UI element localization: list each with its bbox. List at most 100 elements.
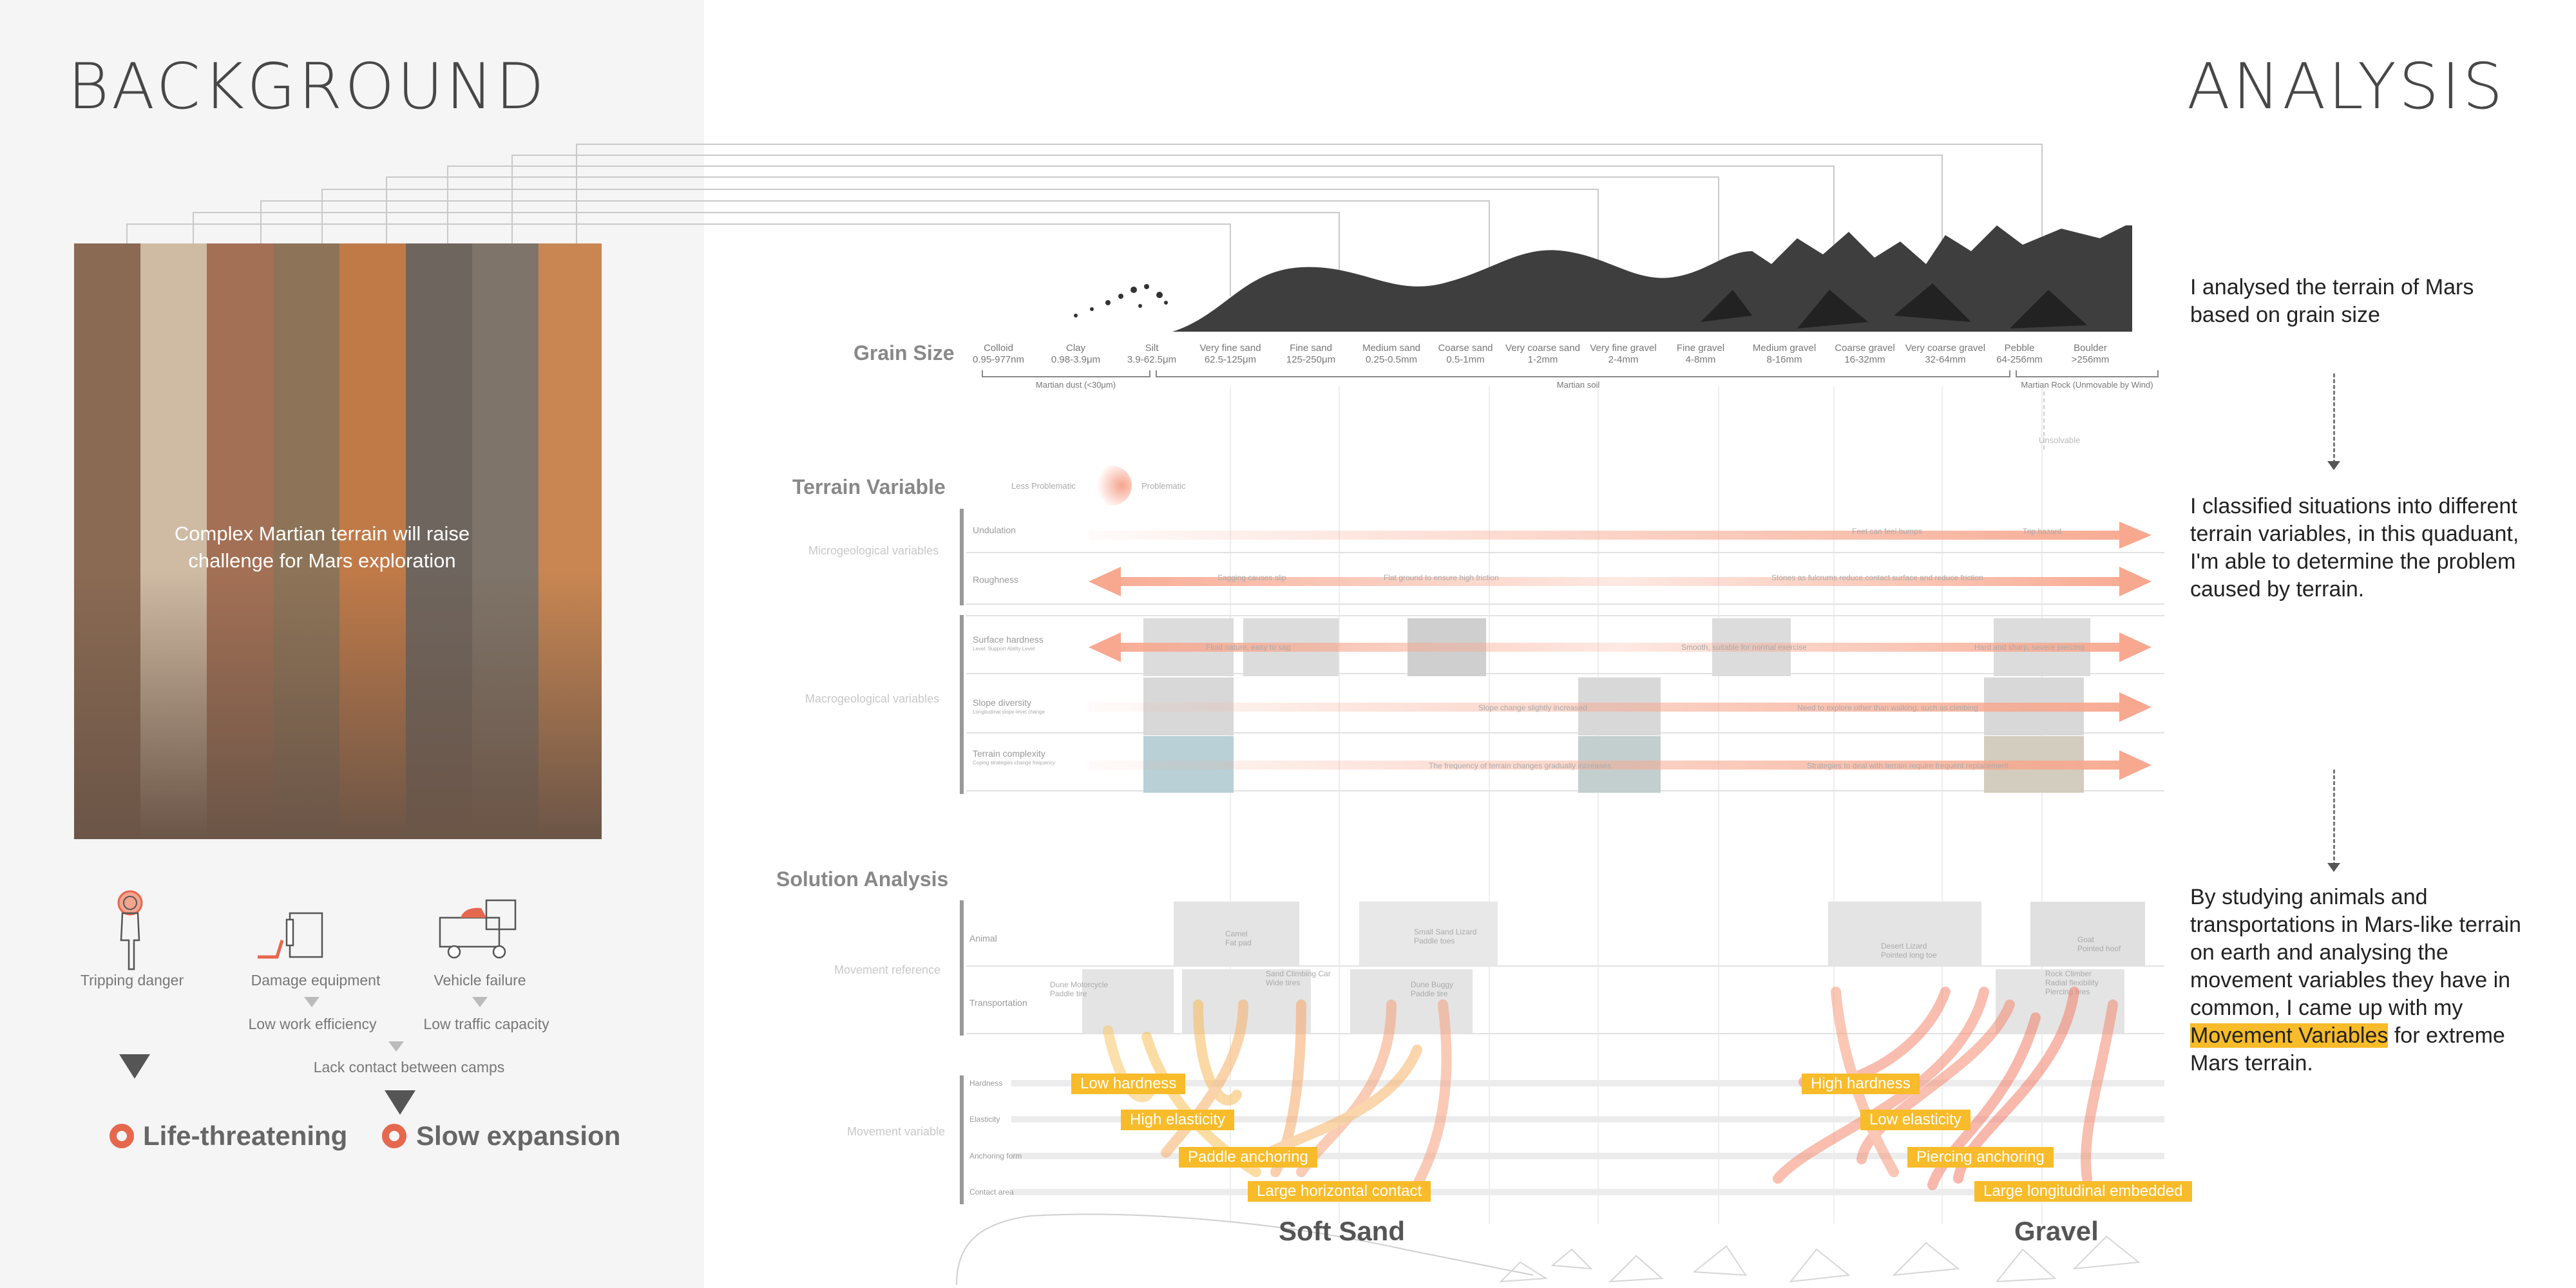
terrain-arrows — [1089, 522, 2151, 780]
dune-motorcycle-thumbnail — [1082, 969, 1174, 1034]
variable-row-label: Elasticity — [969, 1115, 1000, 1124]
grain-class: Boulder >256mm — [2071, 343, 2110, 365]
problem-label: Damage equipment — [251, 972, 381, 989]
terrain-strip — [207, 243, 274, 839]
terrain-row-sublabel: Longitudinal slope-level change — [973, 709, 1045, 715]
terrain-note: Smooth, suitable for normal exercise — [1681, 643, 1807, 652]
terrain-row-label: Roughness — [973, 574, 1018, 585]
macro-axis-bar — [960, 615, 964, 794]
grain-size-title: Grain Size — [854, 341, 955, 365]
micro-axis-bar — [960, 509, 964, 605]
unsolvable-label: Unsolvable — [2039, 435, 2081, 445]
down-arrow-icon — [385, 1090, 415, 1115]
terrain-strip — [273, 243, 340, 839]
solution-note: By studying animals and transportations … — [2190, 884, 2525, 1077]
down-arrow-icon — [2327, 461, 2340, 470]
reference-label: Goat Pointed hoof — [2077, 935, 2121, 953]
down-arrow-icon — [472, 997, 488, 1007]
soft-sand-label: Large horizontal contact — [1248, 1181, 1431, 1202]
equipment-icon — [258, 912, 323, 959]
movement-variables-highlight: Movement Variables — [2190, 1023, 2389, 1048]
terrain-note: Fluid nature, easy to sag — [1206, 643, 1291, 652]
flow-dashed-line — [2333, 770, 2335, 866]
grain-class: Coarse gravel 16-32mm — [1835, 343, 1895, 365]
terrain-row-label: Terrain complexity — [973, 748, 1045, 759]
legend-less-label: Less Problematic — [1011, 481, 1076, 491]
grain-class: Medium gravel 8-16mm — [1752, 343, 1817, 365]
unsolvable-divider — [2043, 392, 2045, 450]
grain-group-label: Martian soil — [1556, 380, 1600, 390]
gravel-title: Gravel — [2014, 1216, 2099, 1246]
terrain-note: Trip hazard — [2023, 527, 2062, 536]
grain-group-label: Martian dust (<30μm) — [1035, 380, 1116, 390]
soft-sand-title: Soft Sand — [1279, 1216, 1405, 1246]
terrain-caption: Complex Martian terrain will raise chall… — [174, 522, 470, 572]
grain-class: Fine gravel 4-8mm — [1676, 343, 1725, 365]
grain-class: Pebble 64-256mm — [1996, 343, 2043, 365]
grain-class: Coarse sand 0.5-1mm — [1438, 343, 1493, 365]
undulation-arrow — [1089, 522, 2151, 549]
complexity-arrow — [1089, 750, 2151, 780]
terrain-note: Sagging causes slip — [1217, 573, 1286, 582]
grain-class: Fine sand 125-250μm — [1286, 343, 1336, 365]
reference-label: Dune Motorcycle Paddle tire — [1050, 980, 1109, 998]
combined-effect-label: Lack contact between camps — [313, 1059, 505, 1075]
reference-label: Rock Climber Radial flexibility Piercing… — [2045, 969, 2099, 996]
outcome-label: Slow expansion — [416, 1121, 621, 1151]
grain-note: I analysed the terrain of Mars based on … — [2190, 275, 2474, 327]
variable-axis-bar — [960, 1075, 964, 1204]
terrain-strip — [140, 243, 207, 839]
terrain-note: Need to explore other than walking, such… — [1797, 703, 1978, 712]
grain-class: Medium sand 0.25-0.5mm — [1362, 343, 1421, 365]
background-title: BACKGROUND — [68, 50, 547, 124]
reference-label: Desert Lizard Pointed long toe — [1881, 942, 1937, 960]
terrain-strip — [539, 243, 602, 839]
grain-group-label: Martian Rock (Unmovable by Wind) — [2021, 380, 2153, 390]
grain-class: Very fine gravel 2-4mm — [1590, 343, 1657, 365]
movement-reference-label: Movement reference — [834, 963, 941, 976]
micro-category-label: Microgeological variables — [808, 544, 939, 557]
grain-group-brackets — [982, 370, 2159, 377]
terrain-note: Feet can feel bumps — [1852, 527, 1922, 536]
terrain-note: Stones as fulcrums reduce contact surfac… — [1771, 573, 1983, 582]
outcome-ring-icon — [382, 1124, 406, 1148]
vehicle-icon — [439, 899, 517, 959]
terrain-row-label: Surface hardness — [973, 634, 1044, 645]
terrain-strip — [406, 243, 473, 839]
effect-label: Low work efficiency — [248, 1016, 377, 1032]
camel-thumbnail — [1174, 902, 1299, 966]
terrain-note: Slope change slightly increased — [1478, 703, 1587, 712]
reference-row-label: Transportation — [969, 998, 1027, 1008]
flow-dashed-line — [2333, 374, 2335, 464]
grain-class: Clay 0.98-3.9μm — [1051, 343, 1101, 365]
terrain-row-sublabel: Level: Support Ability Level — [973, 646, 1035, 652]
grain-class: Very coarse sand 1-2mm — [1505, 343, 1580, 365]
grain-class: Very coarse gravel 32-64mm — [1905, 343, 1986, 365]
down-arrow-icon — [119, 1054, 150, 1079]
terrain-variable-title: Terrain Variable — [792, 475, 946, 498]
down-arrow-icon — [2327, 863, 2340, 872]
reference-label: Sand Climbing Car Wide tires — [1266, 969, 1331, 987]
terrain-strip — [339, 243, 406, 839]
effect-label: Low traffic capacity — [423, 1016, 549, 1032]
gravel-label: High hardness — [1802, 1074, 1920, 1094]
roughness-arrow — [1089, 567, 2151, 596]
terrain-note: Hard and sharp, severe piercing — [1974, 643, 2085, 652]
goat-thumbnail — [2030, 902, 2145, 966]
ground-outline — [956, 1213, 2141, 1285]
outcome-label: Life-threatening — [143, 1121, 348, 1151]
terrain-note: Strategies to deal with terrain require … — [1807, 761, 2008, 770]
down-arrow-icon — [304, 997, 320, 1007]
grain-class: Very fine sand 62.5-125μm — [1199, 343, 1261, 365]
gravel-label: Large longitudinal embedded — [1974, 1181, 2192, 1202]
terrain-note-text: I classified situations into different t… — [2190, 494, 2519, 601]
terrain-note: Flat ground to ensure high friction — [1384, 573, 1499, 582]
grain-class: Silt 3.9-62.5μm — [1127, 343, 1177, 365]
down-arrow-icon — [388, 1041, 404, 1052]
soft-sand-label: Paddle anchoring — [1179, 1147, 1317, 1168]
terrain-strip — [472, 243, 539, 839]
legend-gradient-dot — [1092, 466, 1132, 506]
lizard-thumbnail — [1359, 902, 1498, 966]
movement-variable-label: Movement variable — [847, 1125, 946, 1138]
